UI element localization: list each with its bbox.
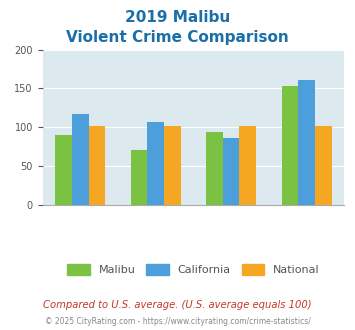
Bar [72,114,89,205]
Bar [164,126,181,205]
Bar [223,138,240,205]
Bar [147,122,164,205]
Bar [206,132,223,205]
Bar [55,135,72,205]
Text: Violent Crime Comparison: Violent Crime Comparison [66,30,289,45]
Bar [298,80,315,205]
Bar [240,126,256,205]
Text: Compared to U.S. average. (U.S. average equals 100): Compared to U.S. average. (U.S. average … [43,300,312,310]
Text: © 2025 CityRating.com - https://www.cityrating.com/crime-statistics/: © 2025 CityRating.com - https://www.city… [45,317,310,326]
Bar [89,126,105,205]
Text: 2019 Malibu: 2019 Malibu [125,10,230,25]
Bar [131,150,147,205]
Bar [282,86,298,205]
Legend: Malibu, California, National: Malibu, California, National [63,259,324,280]
Bar [315,126,332,205]
